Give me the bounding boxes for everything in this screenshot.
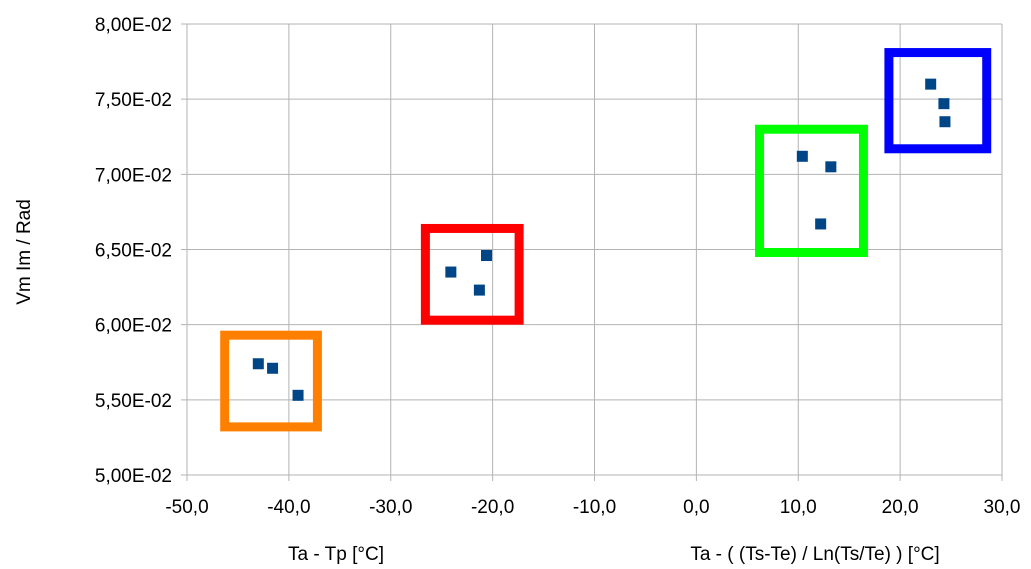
y-tick-labels: 5,00E-02 5,50E-02 6,00E-02 6,50E-02 7,00E-02…: [95, 15, 172, 487]
x-tick-label: 20,0: [882, 497, 919, 518]
data-point: [481, 250, 493, 262]
data-point: [925, 78, 937, 90]
x-tick-label: 10,0: [780, 497, 817, 518]
data-point: [292, 389, 304, 401]
data-point: [252, 358, 264, 370]
x-axis-title-right: Ta - ( (Ts-Te) / Ln(Ts/Te) ) [°C]: [690, 544, 939, 565]
x-tick-label: -40,0: [267, 497, 310, 518]
highlight-box: [884, 48, 992, 154]
data-point: [938, 98, 950, 110]
highlight-box: [755, 124, 868, 258]
x-axis-title-left: Ta - Tp [°C]: [288, 544, 384, 565]
y-tick-label: 5,00E-02: [95, 466, 172, 487]
x-tick-label: -20,0: [471, 497, 514, 518]
data-points: [252, 78, 951, 401]
y-tick-label: 6,00E-02: [95, 316, 172, 337]
y-tick-label: 7,00E-02: [95, 165, 172, 186]
x-tick-label: -50,0: [165, 497, 208, 518]
gridlines: [181, 23, 1003, 481]
highlight-box: [420, 223, 524, 325]
y-tick-label: 6,50E-02: [95, 241, 172, 262]
data-point: [267, 362, 279, 374]
data-point: [473, 284, 485, 296]
y-tick-label: 8,00E-02: [95, 15, 172, 36]
y-axis-title: Vm Im / Rad: [14, 199, 35, 305]
x-tick-label: 0,0: [683, 497, 709, 518]
y-tick-label: 5,50E-02: [95, 391, 172, 412]
y-tick-label: 7,50E-02: [95, 90, 172, 111]
data-point: [815, 218, 827, 230]
highlight-box: [220, 330, 322, 432]
data-point: [796, 150, 808, 162]
x-tick-label: 30,0: [984, 497, 1021, 518]
data-point: [825, 161, 837, 173]
highlight-boxes: [220, 48, 992, 432]
x-tick-label: -30,0: [369, 497, 412, 518]
data-point: [445, 266, 457, 278]
x-tick-labels: -50,0 -40,0 -30,0 -20,0 -10,0 0,0 10,0 20,0 30,0: [165, 497, 1020, 518]
data-point: [939, 116, 951, 128]
x-tick-label: -10,0: [573, 497, 616, 518]
